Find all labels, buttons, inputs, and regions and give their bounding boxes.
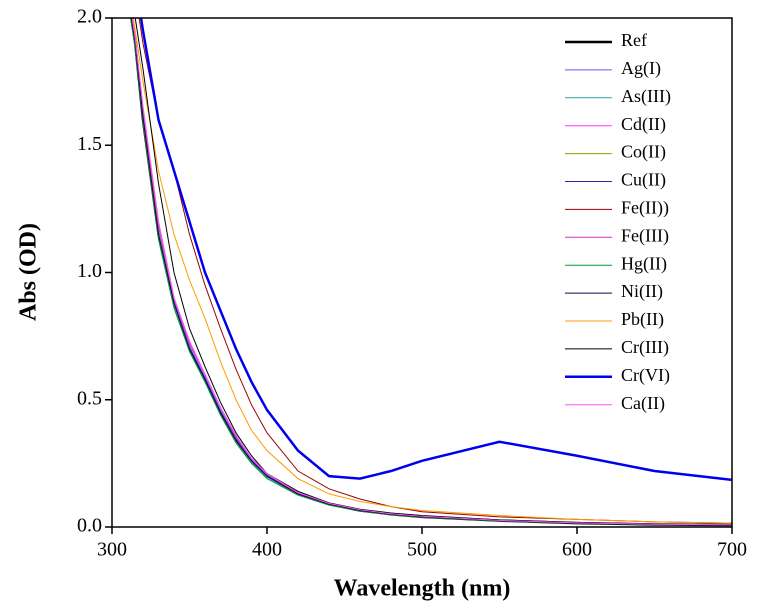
series-line [130,18,732,526]
legend-label: Hg(II) [621,253,667,274]
legend-label: Fe(III) [621,225,669,246]
y-tick-label: 1.5 [77,133,102,155]
legend-label: Cr(VI) [621,365,670,386]
legend-label: Cr(III) [621,337,669,358]
legend-label: Co(II) [621,142,666,163]
x-tick-label: 500 [407,539,437,561]
legend-label: Ca(II) [621,393,665,414]
series-line [134,18,732,525]
x-tick-label: 300 [97,539,127,561]
legend-label: Ni(II) [621,281,663,302]
legend-label: Cd(II) [621,114,666,135]
legend-label: Ag(I) [621,58,661,79]
y-tick-label: 1.0 [77,260,102,282]
x-tick-label: 700 [717,539,747,561]
legend-label: Pb(II) [621,309,664,330]
legend-label: Ref [621,30,647,50]
series-line [139,18,732,482]
y-tick-label: 0.5 [77,387,102,409]
x-tick-label: 400 [252,539,282,561]
plot-lines [130,18,732,527]
legend-label: Cu(II) [621,170,666,191]
x-tick-label: 600 [562,539,592,561]
legend-label: As(III) [621,86,671,107]
x-axis-label: Wavelength (nm) [334,576,511,602]
y-tick-label: 0.0 [77,515,102,537]
series-line [132,18,732,524]
y-tick-label: 2.0 [77,6,102,28]
series-line [131,18,732,526]
legend-label: Fe(II)) [621,198,669,219]
y-axis-label: Abs (OD) [16,223,42,321]
